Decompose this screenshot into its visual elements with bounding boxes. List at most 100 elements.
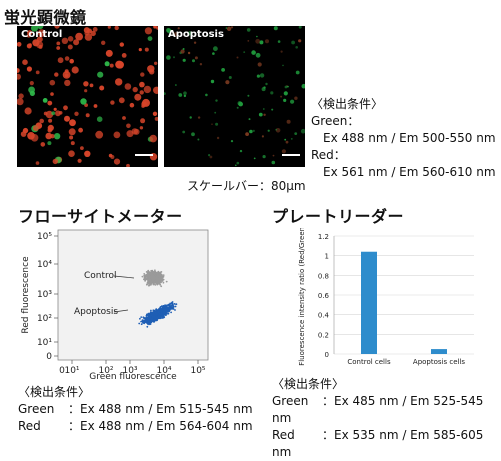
cell [47,124,54,131]
control-point [154,269,156,272]
cell [64,79,71,87]
green-value: ：Ex 485 nm / Em 525-545 nm [272,394,484,425]
cell [290,99,295,104]
control-point [151,275,154,278]
apoptosis-point [157,311,160,314]
apoptosis-point [143,317,146,320]
scale-bar-line [282,154,300,156]
apoptosis-point [142,320,145,323]
control-point [154,274,157,277]
apoptosis-point [163,310,166,313]
apoptosis-point [163,312,166,315]
bar [361,251,377,354]
cell [189,116,192,119]
apoptosis-point [163,308,166,311]
apoptosis-point [167,306,170,309]
bar-chart-bars: Control cells Apoptosis cells [347,251,465,366]
x-tick-label: 10² [98,366,113,376]
cell [17,41,22,47]
cell [29,81,34,86]
cell [187,31,192,36]
cell [84,150,91,157]
cell [84,89,88,93]
y-tick-label: 0 [46,352,52,362]
control-point [143,276,146,278]
microscope-conditions: 〈検出条件〉 Green： Ex 488 nm / Em 500-550 nm … [311,96,501,181]
cell [113,131,121,139]
bar-chart-grid: 0 0.2 0.4 0.6 0.8 1 1.2 [318,233,474,359]
cell [263,86,266,89]
cell [236,161,240,165]
apoptosis-point [167,308,170,311]
cell [64,115,70,122]
apoptosis-point [170,302,173,305]
cell [139,90,144,95]
x-tick-label: Apoptosis cells [413,358,465,366]
cell [257,62,262,67]
apoptosis-point [140,316,143,318]
cell [67,36,74,42]
cell [71,66,79,74]
cell [187,51,191,55]
cell [24,107,32,115]
cell [294,132,298,135]
control-point [160,285,163,288]
cell [193,41,197,44]
red-label: Red： [311,148,346,162]
cell [36,41,44,49]
apoptosis-point [165,312,168,315]
apoptosis-point [139,317,141,320]
cell [281,149,286,154]
scale-bar-caption: スケールバー：80μm [187,179,306,193]
control-point [147,280,150,283]
cell [49,79,56,86]
apoptosis-point [145,316,148,319]
cell [149,134,157,143]
cell [214,111,217,114]
plot-area [57,229,209,361]
cell [206,34,209,37]
x-tick-label: 0 [59,366,65,376]
cell [230,140,234,143]
x-tick-label: Control cells [347,358,391,366]
control-point [159,276,161,279]
control-point [157,276,160,278]
cell [80,146,84,150]
cell [45,110,54,119]
y-tick-label: 0.8 [318,272,329,280]
cell [166,28,172,34]
cell [55,110,61,117]
cell [83,27,90,34]
plate-title: プレートリーダー [272,207,405,226]
apoptosis-point [144,320,146,323]
apoptosis-point [154,314,156,317]
flow-scatter-points [138,269,178,328]
apoptosis-point [146,322,149,324]
cell [56,46,61,50]
x-tick-label: 10³ [122,366,137,376]
apoptosis-point [150,312,152,315]
cell [69,135,74,140]
control-point [153,273,156,276]
flow-title: フローサイトメーター [18,207,183,226]
cell [153,86,158,94]
y-tick-label: 10² [37,314,52,324]
apoptosis-point [150,309,152,312]
control-point [153,283,155,286]
apoptosis-cell-image [164,26,305,167]
cell [211,123,213,125]
cell [183,94,187,98]
cell [110,155,115,159]
cell [166,55,171,60]
apoptosis-point [161,307,164,310]
cell [56,41,61,46]
apoptosis-point [147,321,150,324]
cell [225,27,228,29]
y-tick-label: 10⁵ [37,232,52,242]
cell [284,138,287,141]
control-point [141,275,144,278]
control-point [153,275,155,278]
cell [26,66,32,72]
control-panel-label: Control [21,29,63,40]
cell [28,43,32,47]
